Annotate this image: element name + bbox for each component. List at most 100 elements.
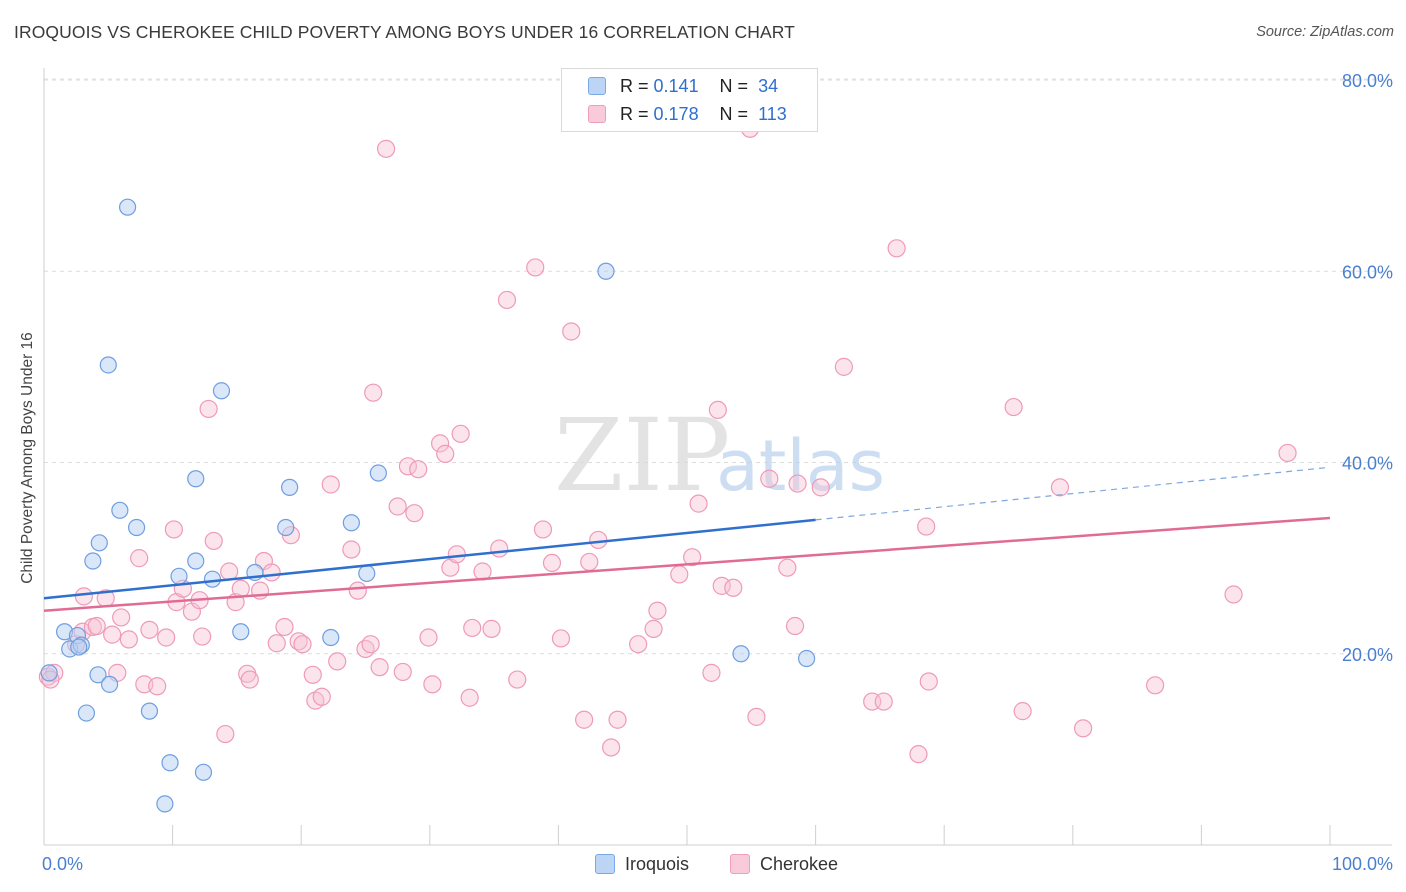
cherokee-point bbox=[193, 627, 212, 646]
cherokee-point bbox=[376, 139, 396, 158]
cherokee-point bbox=[388, 497, 407, 516]
iroquois-point bbox=[232, 623, 250, 641]
cherokee-point bbox=[312, 687, 331, 706]
cherokee-point bbox=[262, 563, 281, 582]
cherokee-point bbox=[423, 675, 442, 694]
cherokee-point bbox=[909, 745, 928, 764]
iroquois-point bbox=[156, 795, 174, 813]
y-tick-label: 60.0% bbox=[1342, 262, 1393, 282]
cherokee-point bbox=[321, 475, 340, 494]
cherokee-point bbox=[785, 616, 805, 636]
cherokee-point bbox=[589, 530, 608, 550]
cherokee-point bbox=[419, 628, 438, 647]
iroquois-point bbox=[170, 567, 188, 585]
cherokee-point bbox=[463, 618, 482, 638]
cherokee-point bbox=[293, 635, 312, 654]
iroquois-point bbox=[127, 518, 146, 537]
cherokee-point bbox=[1073, 719, 1093, 738]
iroquois-point bbox=[187, 470, 205, 488]
cherokee-point bbox=[103, 625, 122, 644]
cherokee-point bbox=[204, 531, 223, 551]
cherokee-point bbox=[436, 444, 455, 463]
iroquois-point bbox=[342, 514, 360, 532]
cherokee-point bbox=[712, 576, 731, 595]
iroquois-point bbox=[358, 564, 376, 583]
iroquois-point bbox=[277, 518, 295, 537]
iroquois-trend-line bbox=[43, 518, 816, 600]
iroquois-point bbox=[140, 702, 159, 720]
cherokee-point bbox=[398, 457, 418, 476]
cherokee-point bbox=[533, 520, 553, 539]
cherokee-point bbox=[689, 494, 708, 513]
cherokee-point bbox=[87, 616, 106, 636]
legend-swatch-iroquois bbox=[595, 854, 615, 874]
cherokee-point bbox=[364, 383, 383, 402]
iroquois-point bbox=[797, 649, 816, 668]
cherokee-point bbox=[526, 258, 545, 277]
cherokee-point bbox=[409, 460, 428, 479]
axes bbox=[43, 68, 1392, 846]
iroquois-trend-extension bbox=[815, 466, 1331, 521]
legend-r-value-iroquois: 0.141 bbox=[653, 75, 699, 96]
cherokee-point bbox=[361, 635, 380, 654]
cherokee-point bbox=[670, 565, 689, 584]
cherokee-point bbox=[490, 539, 509, 558]
cherokee-point bbox=[164, 520, 183, 539]
cherokee-point bbox=[580, 552, 599, 572]
cherokee-point bbox=[130, 549, 149, 568]
cherokee-point bbox=[342, 540, 361, 559]
cherokee-point bbox=[447, 545, 466, 564]
iroquois-point bbox=[89, 666, 107, 684]
iroquois-point bbox=[77, 704, 96, 722]
watermark-zip: ZIP bbox=[554, 397, 730, 514]
cherokee-point bbox=[811, 478, 830, 497]
legend-item-iroquois: Iroquois bbox=[595, 852, 689, 876]
iroquois-point bbox=[187, 552, 205, 570]
cherokee-point bbox=[1146, 676, 1165, 695]
y-tick-label: 80.0% bbox=[1342, 71, 1393, 91]
y-tick-label: 40.0% bbox=[1342, 454, 1393, 474]
cherokee-point bbox=[874, 692, 893, 711]
legend-swatch-iroquois bbox=[588, 77, 606, 95]
legend-n-label: N = bbox=[719, 75, 749, 96]
iroquois-point bbox=[281, 478, 299, 496]
cherokee-point bbox=[747, 707, 766, 726]
cherokee-point bbox=[1224, 585, 1243, 604]
cherokee-point bbox=[430, 434, 450, 453]
watermark: ZIP atlas bbox=[554, 397, 885, 514]
cherokee-point bbox=[1050, 478, 1070, 497]
cherokee-point bbox=[482, 619, 501, 638]
cherokee-point bbox=[405, 504, 424, 523]
cherokee-point bbox=[267, 634, 286, 653]
cherokee-point bbox=[683, 548, 702, 567]
iroquois-point bbox=[70, 638, 88, 656]
cherokee-point bbox=[370, 658, 389, 677]
iroquois-point bbox=[100, 675, 119, 693]
cherokee-point bbox=[140, 620, 159, 639]
legend-swatch-cherokee bbox=[730, 854, 750, 874]
iroquois-point bbox=[732, 645, 750, 663]
cherokee-point bbox=[887, 239, 906, 258]
iroquois-point bbox=[369, 464, 387, 482]
cherokee-point bbox=[788, 474, 807, 493]
iroquois-point bbox=[597, 262, 615, 280]
x-tick-label: 0.0% bbox=[42, 854, 83, 874]
legend-n-label: N = bbox=[719, 103, 749, 124]
legend-r-label: R = bbox=[620, 75, 649, 96]
cherokee-point bbox=[760, 469, 779, 488]
cherokee-point bbox=[497, 290, 517, 310]
cherokee-point bbox=[231, 579, 250, 598]
cherokee-point bbox=[303, 665, 322, 684]
cherokee-point bbox=[199, 399, 218, 419]
iroquois-point bbox=[322, 628, 340, 647]
cherokee-point bbox=[216, 724, 235, 744]
cherokee-point bbox=[551, 629, 571, 648]
cherokee-point bbox=[393, 662, 412, 682]
cherokee-point bbox=[112, 608, 131, 627]
cherokee-point bbox=[602, 738, 621, 757]
cherokee-point bbox=[702, 663, 721, 682]
cherokee-trend-line bbox=[43, 516, 1331, 612]
legend-n-value-iroquois: 34 bbox=[758, 75, 779, 96]
cherokee-point bbox=[629, 635, 648, 654]
